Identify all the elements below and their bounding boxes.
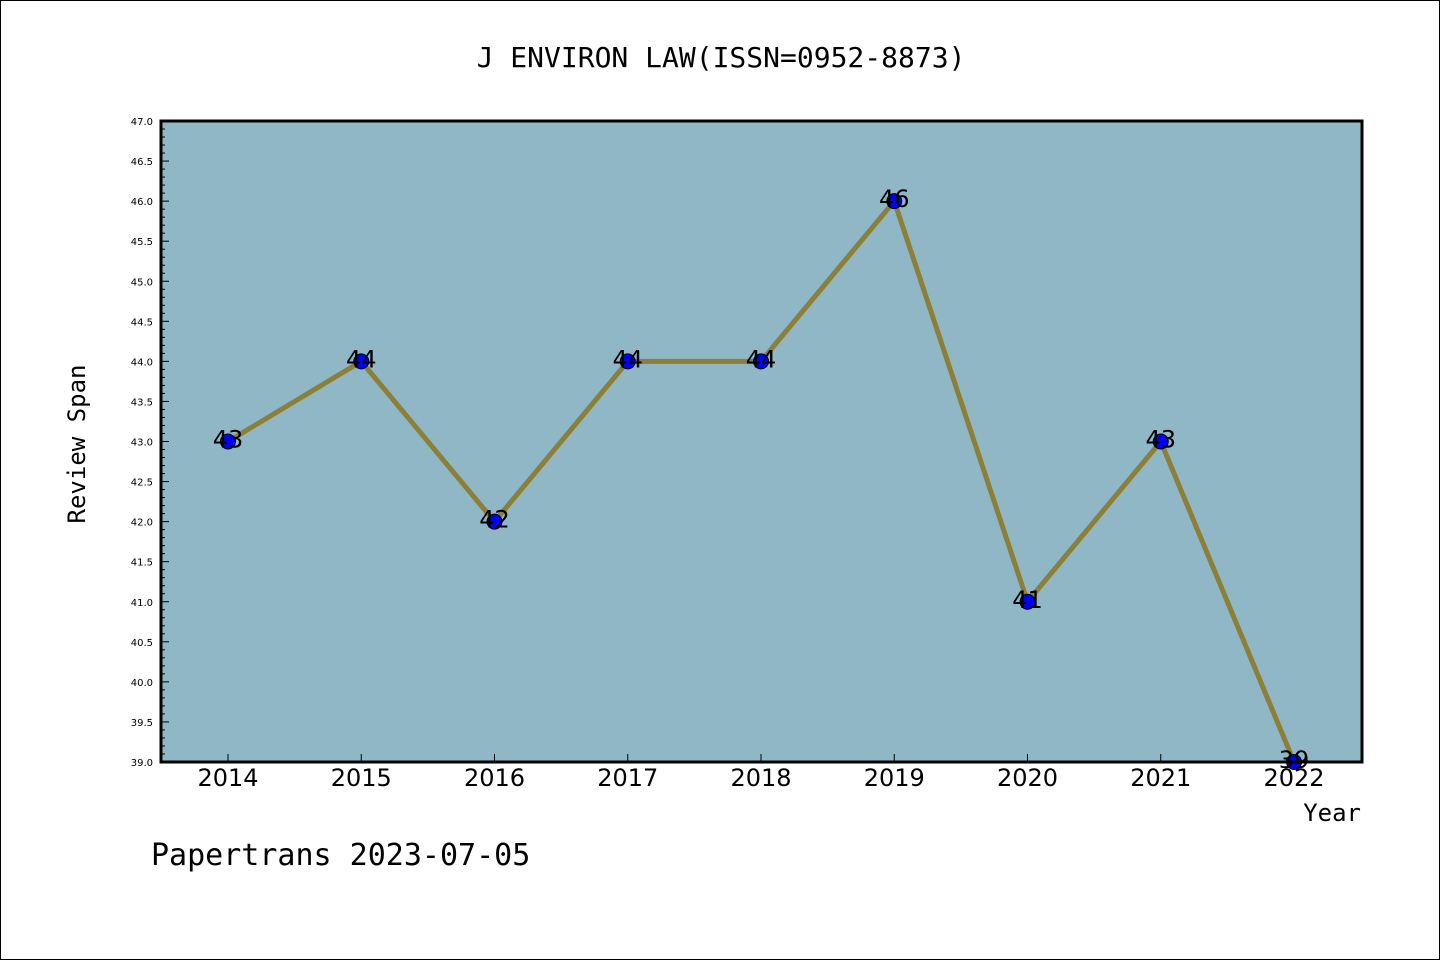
data-labels: 43 44 42 44 44 46 41 43 39	[213, 185, 1310, 774]
data-point	[886, 193, 903, 210]
data-point	[486, 513, 503, 530]
data-point	[619, 353, 636, 370]
data-point	[1152, 433, 1169, 450]
data-label: 43	[1145, 426, 1176, 454]
y-tick-label: 45.5	[131, 237, 153, 248]
y-tick-label: 44.5	[131, 317, 153, 328]
y-tick-label: 45.0	[131, 277, 153, 288]
x-tick-label: 2018	[730, 764, 791, 792]
data-label: 39	[1279, 746, 1310, 774]
data-point	[1019, 593, 1036, 610]
y-tick-label: 43.0	[131, 438, 153, 449]
x-tick-label: 2020	[997, 764, 1058, 792]
x-axis-title: Year	[1303, 799, 1361, 827]
y-tick-label: 39.5	[131, 718, 153, 729]
data-point	[753, 353, 769, 370]
y-tick-label: 39.0	[131, 758, 153, 769]
data-label: 42	[479, 506, 510, 534]
y-tick-label: 40.0	[131, 678, 153, 689]
x-tick-label: 2015	[331, 764, 392, 792]
y-axis-title: Review Span	[63, 365, 91, 524]
data-label: 41	[1012, 586, 1043, 614]
y-tick-label: 43.5	[131, 397, 153, 408]
data-label: 43	[213, 426, 244, 454]
plot-frame	[159, 119, 1364, 764]
y-tick-label: 40.5	[131, 638, 153, 649]
data-label: 44	[746, 345, 777, 373]
data-point	[220, 433, 236, 450]
x-tick-label: 2014	[197, 764, 258, 792]
y-tick-label: 42.0	[131, 518, 153, 529]
data-point	[353, 353, 370, 370]
data-label: 46	[879, 185, 910, 213]
y-tick-label: 41.5	[131, 558, 153, 569]
y-tick-label: 46.0	[131, 197, 153, 208]
data-label: 44	[346, 345, 377, 373]
watermark-text: Papertrans 2023-07-05	[151, 838, 530, 873]
data-label: 44	[612, 345, 643, 373]
y-tick-label: 47.0	[131, 117, 153, 128]
y-tick-label: 41.0	[131, 598, 153, 609]
x-tick-label: 2017	[597, 764, 658, 792]
y-tick-label: 46.5	[131, 157, 153, 168]
plot-area	[161, 121, 1362, 762]
x-tick-label: 2021	[1130, 764, 1191, 792]
x-axis: 2014 2015 2016 2017 2018 2019 2020 2021 2022	[197, 754, 1325, 792]
y-tick-label: 44.0	[131, 357, 153, 368]
x-tick-label: 2019	[864, 764, 925, 792]
chart-title: J ENVIRON LAW(ISSN=0952-8873)	[477, 41, 966, 74]
x-tick-label: 2016	[464, 764, 525, 792]
y-tick-label: 42.5	[131, 478, 153, 489]
